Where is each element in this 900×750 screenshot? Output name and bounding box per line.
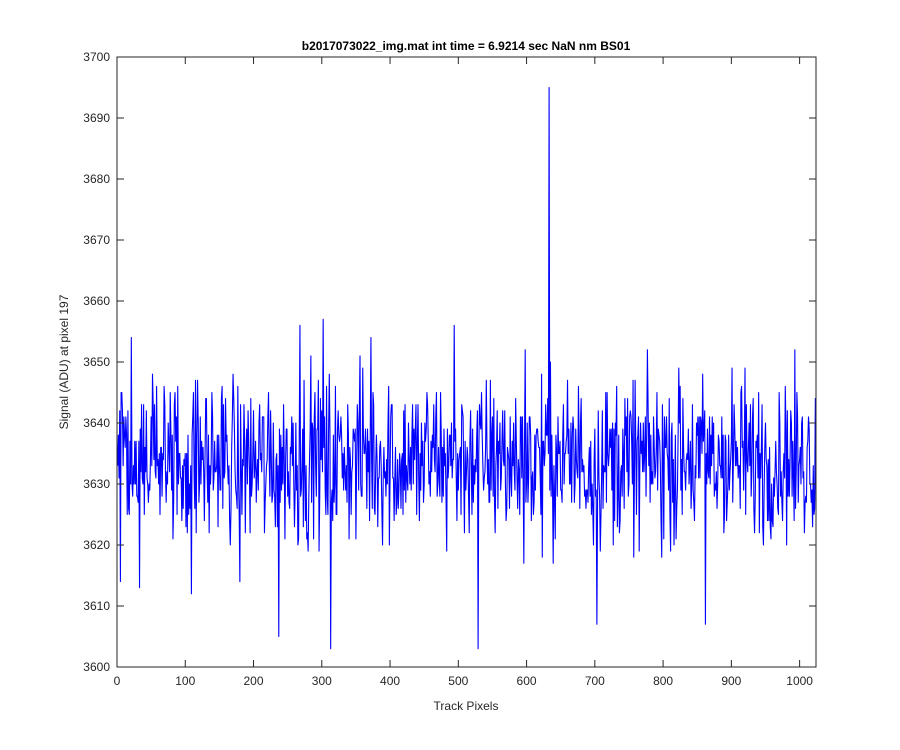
plot-area	[117, 57, 816, 667]
x-tick-label: 400	[380, 674, 400, 688]
chart-title: b2017073022_img.mat int time = 6.9214 se…	[302, 39, 631, 53]
x-tick-label: 900	[721, 674, 741, 688]
x-tick-label: 0	[114, 674, 121, 688]
x-tick-label: 1000	[786, 674, 813, 688]
y-tick-label: 3610	[83, 599, 110, 613]
y-tick-label: 3630	[83, 477, 110, 491]
axes-layer: 0 100 200 300 400 500 600 700 800 900 1000 3600 3610…	[83, 50, 817, 688]
y-tick-label: 3660	[83, 294, 110, 308]
x-tick-label: 800	[653, 674, 673, 688]
x-tick-label: 500	[448, 674, 468, 688]
y-axis-label: Signal (ADU) at pixel 197	[57, 294, 71, 429]
series-line	[117, 86, 817, 650]
x-tick-label: 300	[312, 674, 332, 688]
y-tick-label: 3690	[83, 111, 110, 125]
y-tick-label: 3680	[83, 172, 110, 186]
y-tick-label: 3670	[83, 233, 110, 247]
x-tick-label: 200	[244, 674, 264, 688]
x-axis-label: Track Pixels	[434, 699, 499, 713]
data-layer	[117, 86, 817, 650]
y-tick-label: 3650	[83, 355, 110, 369]
y-tick-label: 3640	[83, 416, 110, 430]
y-tick-label: 3620	[83, 538, 110, 552]
y-tick-label: 3600	[83, 660, 110, 674]
y-tick-label: 3700	[83, 50, 110, 64]
x-tick-label: 100	[175, 674, 195, 688]
x-tick-label: 700	[585, 674, 605, 688]
x-tick-label: 600	[517, 674, 537, 688]
